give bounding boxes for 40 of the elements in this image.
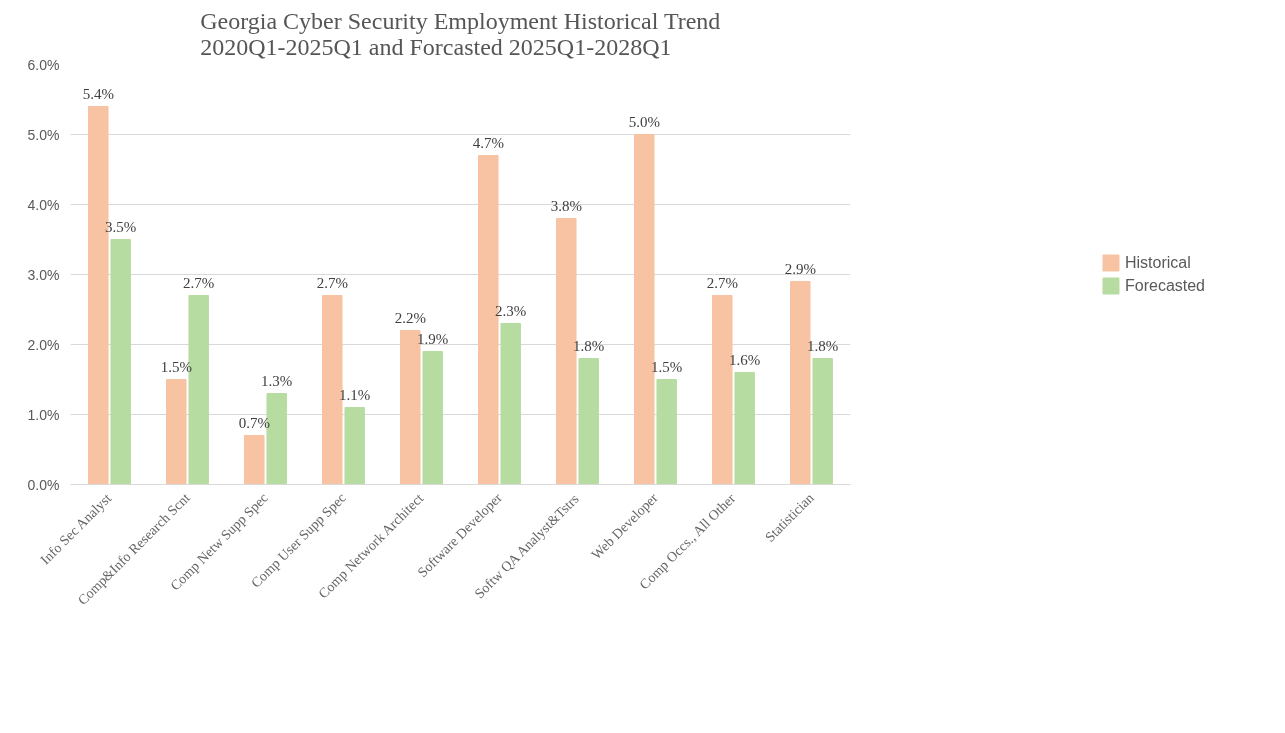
data-label: 1.5% [651, 358, 683, 375]
bar [166, 379, 187, 485]
data-label: 3.5% [105, 218, 137, 235]
data-label: 2.3% [495, 302, 527, 319]
bar [244, 435, 265, 485]
data-label: 1.8% [807, 337, 839, 354]
data-label: 1.5% [160, 358, 192, 375]
bar [734, 372, 755, 485]
bar [110, 239, 131, 485]
y-tick-label: 1.0% [27, 406, 60, 423]
bar [578, 358, 599, 485]
data-label: 2.7% [183, 274, 215, 291]
data-label: 2.7% [316, 274, 348, 291]
y-tick-label: 3.0% [27, 266, 60, 283]
y-tick-label: 4.0% [27, 196, 60, 213]
chart-title: Georgia Cyber Security Employment Historical Trend 2020Q1-2025Q1 and Forcasted 2025Q1-2028Q1 [200, 7, 721, 60]
bar [344, 407, 365, 485]
data-label: 2.2% [394, 309, 426, 326]
data-label: 5.4% [82, 85, 114, 102]
legend-label: Forecasted [1124, 276, 1206, 295]
bar [656, 379, 677, 485]
data-label: 1.9% [417, 330, 449, 347]
data-label: 2.9% [784, 260, 816, 277]
y-tick-label: 0.0% [27, 476, 60, 493]
data-label: 3.8% [550, 197, 582, 214]
bar [812, 358, 833, 485]
legend-label: Historical [1124, 253, 1191, 272]
data-label: 1.1% [339, 386, 371, 403]
data-label: 1.3% [261, 372, 293, 389]
data-label: 0.7% [238, 414, 270, 431]
y-tick-label: 2.0% [27, 336, 60, 353]
data-label: 1.8% [573, 337, 605, 354]
y-tick-label: 5.0% [27, 126, 60, 143]
data-label: 1.6% [729, 351, 761, 368]
data-label: 5.0% [628, 113, 660, 130]
data-label: 4.7% [472, 134, 504, 151]
y-tick-label: 6.0% [27, 56, 60, 73]
data-label: 2.7% [706, 274, 738, 291]
bar [422, 351, 443, 485]
bar [500, 323, 521, 485]
